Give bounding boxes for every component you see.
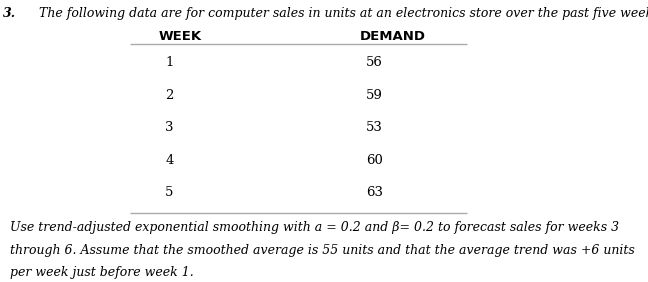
Text: The following data are for computer sales in units at an electronics store over : The following data are for computer sale… xyxy=(39,7,648,20)
Text: 60: 60 xyxy=(366,154,383,167)
Text: 59: 59 xyxy=(366,89,383,102)
Text: 56: 56 xyxy=(366,56,383,69)
Text: per week just before week 1.: per week just before week 1. xyxy=(10,266,194,279)
Text: 63: 63 xyxy=(366,186,383,199)
Text: 4: 4 xyxy=(165,154,174,167)
Text: 3.: 3. xyxy=(3,7,16,20)
Text: DEMAND: DEMAND xyxy=(360,30,426,43)
Text: 53: 53 xyxy=(366,121,383,134)
Text: 2: 2 xyxy=(165,89,174,102)
Text: through 6. Assume that the smoothed average is 55 units and that the average tre: through 6. Assume that the smoothed aver… xyxy=(10,244,634,257)
Text: 1: 1 xyxy=(165,56,174,69)
Text: 3: 3 xyxy=(165,121,174,134)
Text: WEEK: WEEK xyxy=(159,30,202,43)
Text: Use trend-adjusted exponential smoothing with a = 0.2 and β= 0.2 to forecast sal: Use trend-adjusted exponential smoothing… xyxy=(10,221,619,234)
Text: 5: 5 xyxy=(165,186,174,199)
